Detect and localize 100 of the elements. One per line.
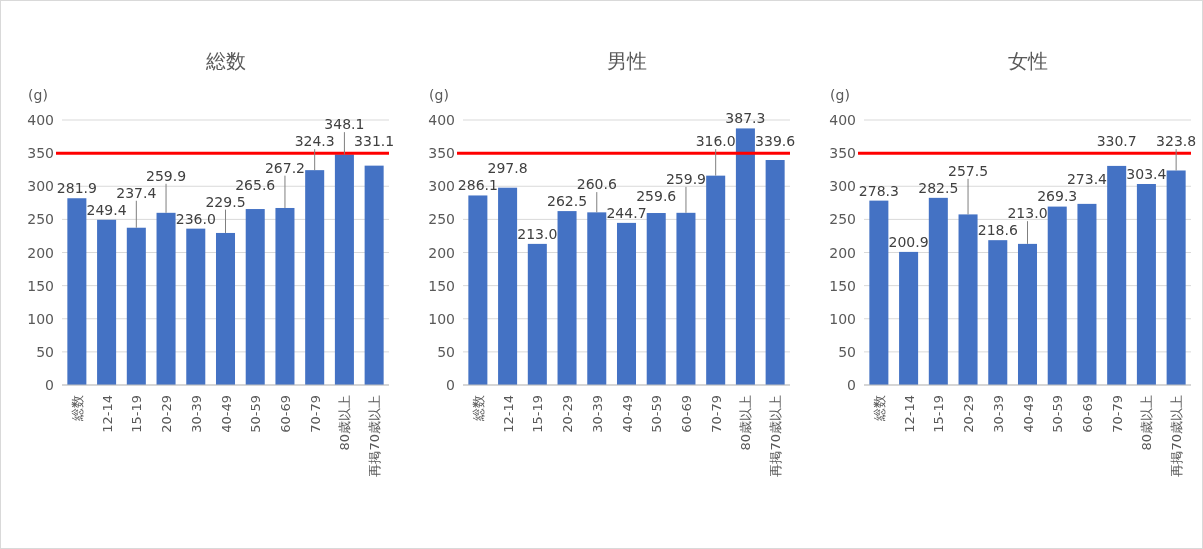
bar bbox=[67, 198, 87, 385]
x-tick-label: 総数 bbox=[871, 395, 887, 422]
data-label: 316.0 bbox=[695, 133, 736, 150]
y-tick-label: 400 bbox=[27, 112, 54, 128]
x-tick-label: 12-14 bbox=[901, 395, 917, 433]
x-tick-label: 30-39 bbox=[990, 395, 1006, 433]
bar bbox=[557, 211, 577, 385]
y-tick-label: 50 bbox=[437, 343, 455, 360]
x-tick-label: 20-29 bbox=[560, 395, 576, 433]
x-tick-label: 60-69 bbox=[277, 395, 293, 433]
data-label: 213.0 bbox=[517, 225, 558, 242]
y-tick-label: 400 bbox=[428, 112, 455, 128]
data-label: 229.5 bbox=[205, 193, 246, 210]
bar bbox=[527, 243, 547, 385]
bar bbox=[186, 228, 206, 385]
x-tick-label: 12-14 bbox=[99, 395, 115, 433]
x-tick-label: 70-79 bbox=[1109, 395, 1125, 433]
x-tick-label: 20-29 bbox=[961, 395, 977, 433]
data-label: 249.4 bbox=[86, 201, 127, 218]
y-tick-label: 150 bbox=[27, 277, 54, 294]
x-tick-label: 50-59 bbox=[1050, 395, 1066, 433]
chart-title: 総数 bbox=[204, 49, 246, 73]
y-tick-label: 50 bbox=[36, 343, 54, 360]
bar bbox=[988, 240, 1008, 385]
x-tick-label: 80歳以上 bbox=[337, 395, 353, 451]
bar bbox=[869, 200, 889, 385]
bar bbox=[958, 214, 978, 385]
data-label: 278.3 bbox=[858, 182, 899, 199]
y-tick-label: 250 bbox=[428, 211, 455, 228]
data-label: 348.1 bbox=[324, 116, 365, 133]
bar bbox=[616, 222, 637, 385]
x-tick-label: 40-49 bbox=[619, 395, 635, 433]
data-label: 303.4 bbox=[1126, 166, 1167, 182]
x-tick-label: 15-19 bbox=[530, 395, 546, 433]
chart-title: 女性 bbox=[1007, 49, 1048, 73]
y-tick-label: 350 bbox=[428, 145, 455, 162]
x-tick-label: 50-59 bbox=[248, 395, 264, 433]
bar bbox=[706, 175, 726, 385]
data-label: 267.2 bbox=[264, 159, 305, 176]
bar bbox=[1166, 170, 1186, 385]
bar bbox=[1047, 206, 1067, 385]
data-label: 331.1 bbox=[354, 133, 395, 150]
x-tick-label: 80歳以上 bbox=[738, 395, 754, 451]
y-tick-label: 150 bbox=[829, 277, 856, 294]
y-tick-label: 200 bbox=[27, 244, 54, 261]
y-axis-title: (g) bbox=[429, 87, 449, 103]
bar bbox=[334, 154, 354, 385]
x-tick-label: 20-29 bbox=[159, 395, 175, 433]
y-axis-title: (g) bbox=[28, 87, 48, 103]
y-axis-title: (g) bbox=[830, 87, 850, 103]
y-tick-label: 300 bbox=[829, 178, 856, 195]
bar bbox=[156, 212, 176, 385]
y-tick-label: 200 bbox=[428, 244, 455, 261]
x-tick-label: 70-79 bbox=[708, 395, 724, 433]
bar bbox=[765, 160, 785, 385]
y-tick-label: 300 bbox=[27, 178, 54, 195]
x-tick-label: 70-79 bbox=[307, 395, 323, 433]
data-label: 260.6 bbox=[576, 176, 617, 193]
x-tick-label: 40-49 bbox=[218, 395, 234, 433]
x-tick-label: 60-69 bbox=[678, 395, 694, 433]
x-tick-label: 総数 bbox=[470, 395, 486, 422]
bar bbox=[364, 165, 384, 385]
bar bbox=[1136, 184, 1156, 385]
y-tick-label: 100 bbox=[428, 310, 455, 327]
x-tick-label: 80歳以上 bbox=[1139, 395, 1155, 451]
bar bbox=[215, 232, 236, 385]
x-tick-label: 30-39 bbox=[589, 395, 605, 433]
data-label: 339.6 bbox=[755, 133, 796, 150]
x-tick-label: 15-19 bbox=[931, 395, 947, 433]
data-label: 237.4 bbox=[116, 184, 157, 201]
y-tick-label: 100 bbox=[27, 310, 54, 327]
x-tick-label: 30-39 bbox=[188, 395, 204, 433]
y-tick-label: 150 bbox=[428, 277, 455, 294]
x-tick-label: 12-14 bbox=[500, 395, 516, 433]
x-tick-label: 総数 bbox=[69, 395, 85, 422]
y-tick-label: 400 bbox=[829, 112, 856, 128]
bar bbox=[305, 170, 325, 385]
y-tick-label: 250 bbox=[829, 211, 856, 228]
bar bbox=[1017, 243, 1038, 385]
bar bbox=[928, 197, 948, 385]
y-tick-label: 50 bbox=[838, 343, 856, 360]
bar bbox=[1077, 203, 1097, 385]
data-label: 200.9 bbox=[888, 233, 929, 250]
data-label: 259.6 bbox=[636, 187, 677, 204]
data-label: 265.6 bbox=[235, 176, 276, 193]
x-tick-label: 再掲70歳以上 bbox=[1169, 395, 1185, 477]
data-label: 262.5 bbox=[547, 193, 588, 210]
data-label: 387.3 bbox=[725, 110, 766, 127]
data-label: 236.0 bbox=[175, 210, 216, 227]
y-tick-label: 250 bbox=[27, 211, 54, 228]
x-tick-label: 再掲70歳以上 bbox=[768, 395, 784, 477]
data-label: 324.3 bbox=[294, 133, 335, 150]
bar bbox=[468, 195, 488, 385]
bar bbox=[275, 207, 295, 385]
data-label: 244.7 bbox=[606, 204, 647, 221]
bar bbox=[1107, 165, 1127, 385]
data-label: 330.7 bbox=[1096, 133, 1137, 150]
bar bbox=[97, 219, 117, 385]
bar bbox=[587, 212, 607, 385]
bar bbox=[676, 212, 696, 385]
